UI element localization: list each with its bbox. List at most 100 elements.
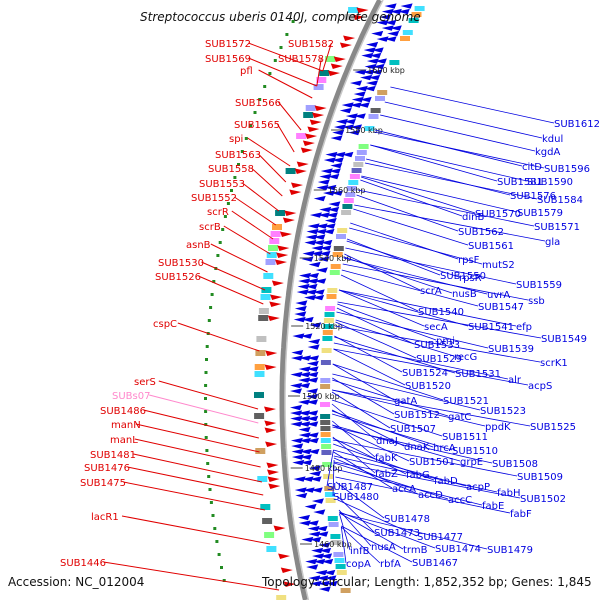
gc-marker-dot — [240, 150, 244, 153]
feature-segment — [268, 245, 278, 251]
gene-leader-line — [177, 322, 260, 352]
reverse-gene-arrow — [306, 393, 318, 400]
reverse-gene-label: SUB1571 — [534, 222, 580, 233]
gc-marker-dot — [230, 189, 233, 192]
forward-gene-label: SUB1475 — [80, 478, 126, 489]
reverse-gene-label: hrcA — [433, 443, 456, 454]
feature-segment — [266, 546, 277, 552]
gc-marker-dot — [273, 59, 277, 62]
feature-segment — [313, 84, 324, 90]
gene-leader-line — [158, 380, 259, 410]
reverse-gene-arrow — [298, 366, 311, 372]
gene-leader-line — [134, 438, 261, 468]
gene-leader-line — [331, 391, 391, 429]
forward-gene-arrow — [270, 294, 283, 300]
reverse-gene-label: SUB1540 — [418, 307, 464, 318]
cog-segment — [375, 96, 385, 101]
gene-leader-line — [339, 512, 488, 550]
reverse-gene-label: uvrA — [487, 290, 510, 301]
reverse-gene-arrow — [327, 206, 340, 213]
cog-segment — [335, 564, 346, 569]
reverse-gene-arrow — [313, 509, 326, 515]
reverse-gene-arrow — [362, 69, 375, 75]
reverse-gene-arrow — [374, 58, 387, 64]
reverse-gene-label: SUB1539 — [488, 344, 534, 355]
gene-leader-line — [384, 101, 543, 139]
feature-segment — [272, 224, 282, 230]
reverse-gene-label: SUB1501 — [409, 457, 455, 468]
feature-segment — [260, 504, 271, 510]
gene-leader-line — [332, 363, 395, 401]
cog-segment — [330, 534, 341, 539]
forward-gene-label: SUB1582 — [288, 39, 334, 50]
cog-segment — [322, 462, 333, 467]
gene-leader-line — [380, 114, 536, 152]
gc-marker-dot — [253, 111, 257, 114]
reverse-gene-arrow — [299, 355, 311, 361]
reverse-gene-arrow — [299, 272, 311, 279]
gene-leader-line — [127, 466, 264, 496]
feature-segment — [258, 315, 269, 321]
gene-leader-line — [356, 194, 459, 232]
forward-gene-arrow — [343, 35, 356, 41]
gene-leader-line — [337, 495, 375, 533]
reverse-gene-arrow — [323, 223, 336, 229]
forward-gene-label: manN — [111, 420, 141, 431]
reverse-gene-arrow — [341, 151, 354, 158]
cog-segment — [400, 36, 410, 41]
cog-segment — [345, 192, 356, 197]
gene-leader-line — [366, 158, 511, 196]
reverse-gene-arrow — [301, 476, 314, 482]
reverse-gene-label: pmi — [436, 336, 455, 347]
gene-leader-line — [337, 301, 542, 339]
cog-segment — [389, 60, 400, 65]
reverse-gene-arrow — [306, 360, 319, 367]
gene-leader-line — [341, 525, 413, 563]
reverse-gene-arrow — [384, 3, 397, 9]
feature-segment — [303, 112, 314, 118]
reverse-gene-arrow — [353, 91, 366, 97]
forward-gene-arrow — [282, 217, 295, 223]
gene-leader-line — [103, 561, 280, 591]
forward-gene-arrow — [309, 119, 322, 125]
gene-leader-line — [334, 461, 521, 499]
reverse-gene-arrow — [290, 410, 303, 416]
gc-marker-dot — [221, 228, 225, 231]
cog-segment — [324, 492, 335, 497]
reverse-gene-arrow — [309, 470, 322, 477]
reverse-gene-arrow — [319, 173, 332, 180]
reverse-gene-arrow — [369, 52, 382, 59]
reverse-gene-arrow — [339, 107, 352, 114]
gene-leader-line — [341, 526, 381, 564]
forward-gene-arrow — [314, 105, 327, 111]
gene-leader-line — [335, 319, 455, 357]
reverse-gene-arrow — [310, 487, 323, 493]
forward-gene-arrow — [275, 259, 287, 265]
gene-leader-line — [360, 179, 463, 217]
cog-segment — [414, 6, 425, 11]
forward-gene-arrow — [289, 189, 302, 195]
forward-gene-label: scrB — [199, 222, 221, 233]
reverse-gene-arrow — [291, 454, 304, 460]
feature-segment — [265, 259, 276, 265]
gene-leader-line — [332, 436, 376, 474]
reverse-gene-arrow — [312, 553, 325, 559]
cog-segment — [356, 150, 367, 155]
feature-segment — [261, 287, 272, 293]
reverse-gene-arrow — [294, 487, 307, 493]
topology-text: Topology: circular; Length: 1,852,352 bp… — [261, 575, 592, 589]
forward-gene-arrow — [280, 567, 293, 573]
cog-segment — [346, 186, 357, 191]
reverse-gene-arrow — [298, 520, 311, 526]
gene-leader-line — [345, 247, 517, 285]
reverse-gene-arrow — [301, 316, 314, 323]
reverse-gene-arrow — [306, 432, 319, 438]
cog-segment — [334, 558, 345, 563]
reverse-gene-arrow — [314, 228, 327, 235]
reverse-gene-arrow — [290, 371, 303, 378]
gene-leader-line — [322, 42, 332, 72]
cog-segment — [333, 246, 344, 251]
gene-leader-line — [338, 289, 469, 327]
cog-segment — [320, 426, 331, 431]
gc-marker-dot — [204, 371, 208, 374]
